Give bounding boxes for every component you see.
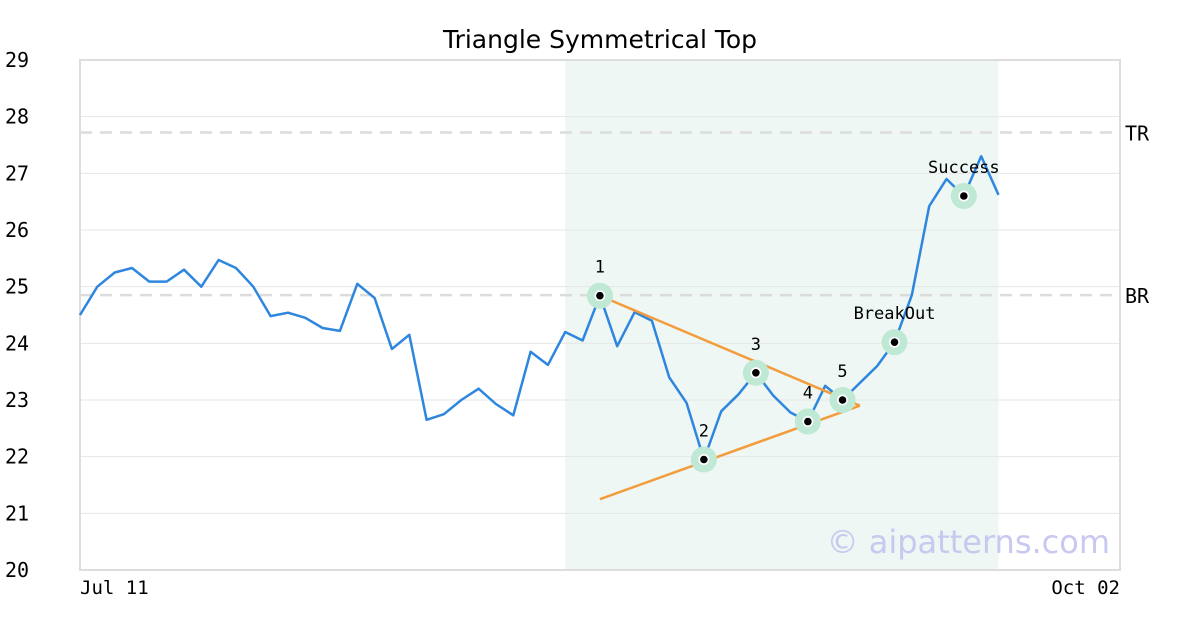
pattern-point-dot bbox=[700, 455, 708, 464]
trend-line bbox=[599, 294, 861, 407]
y-tick-label: 27 bbox=[5, 161, 29, 185]
y-tick-label: 23 bbox=[5, 388, 29, 412]
pattern-point-dot bbox=[890, 338, 899, 347]
y-tick-label: 22 bbox=[5, 445, 29, 469]
pattern-point-label: Success bbox=[928, 158, 1000, 178]
pattern-points: 1 2 3 4 5 BreakOut Success bbox=[586, 158, 1000, 473]
y-tick-label: 21 bbox=[5, 501, 29, 525]
pattern-point-dot bbox=[838, 396, 847, 404]
y-tick-label: 20 bbox=[5, 558, 29, 582]
chart-title: Triangle Symmetrical Top bbox=[442, 25, 757, 54]
y-tick-label: 24 bbox=[5, 331, 29, 355]
pattern-point-dot bbox=[804, 417, 812, 426]
pattern-point-dot bbox=[960, 192, 968, 200]
y-axis-ticks: 20 21 22 23 24 25 26 27 28 29 bbox=[5, 48, 29, 582]
gridlines bbox=[80, 116, 1120, 514]
pattern-point-dot bbox=[752, 369, 760, 377]
pattern-point-label: 3 bbox=[751, 335, 761, 355]
pattern-point-label: 2 bbox=[699, 422, 709, 442]
pattern-point-label: 1 bbox=[595, 258, 605, 278]
x-axis-ticks: Jul 11 Oct 02 bbox=[80, 577, 1120, 599]
watermark: © aipatterns.com bbox=[827, 523, 1110, 561]
reference-line-label: TR bbox=[1125, 122, 1150, 146]
x-tick-label: Jul 11 bbox=[80, 577, 149, 599]
pattern-point-dot bbox=[596, 291, 604, 300]
pattern-point-label: BreakOut bbox=[854, 304, 936, 324]
pattern-point-label: 5 bbox=[837, 362, 847, 382]
y-tick-label: 26 bbox=[5, 218, 29, 242]
pattern-point-label: 4 bbox=[803, 384, 813, 404]
y-tick-label: 28 bbox=[5, 105, 29, 129]
x-tick-label: Oct 02 bbox=[1051, 577, 1120, 599]
reference-line-label: BR bbox=[1125, 284, 1150, 308]
y-tick-label: 25 bbox=[5, 275, 29, 299]
y-tick-label: 29 bbox=[5, 48, 29, 72]
